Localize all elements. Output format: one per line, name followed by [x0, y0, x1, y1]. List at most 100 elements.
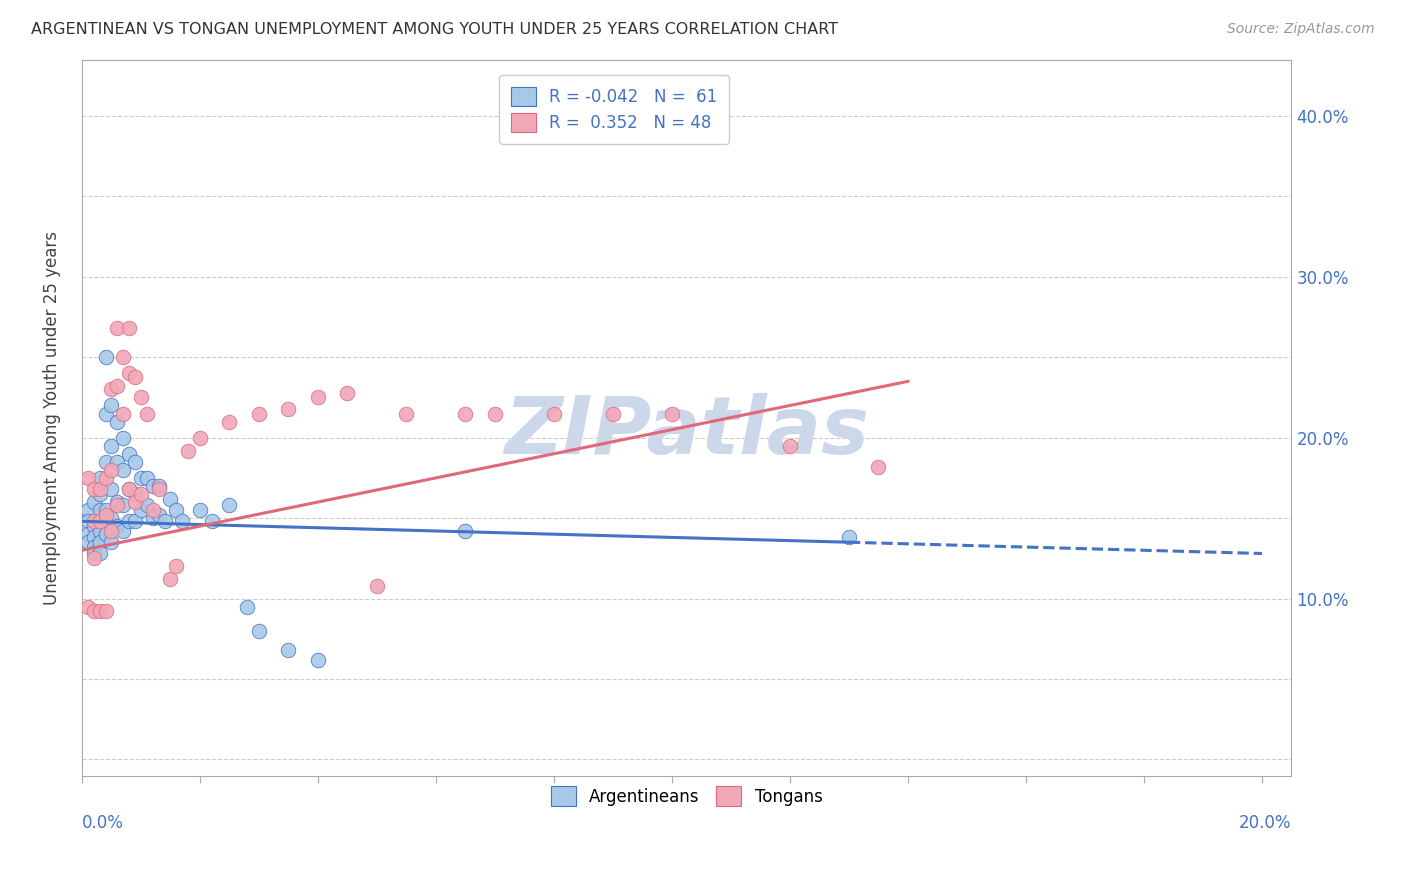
Point: [89, 514, 111, 528]
Point: [100, 383, 122, 397]
Point: [188, 431, 211, 445]
Point: [201, 514, 224, 528]
Legend: Argentineans, Tongans: Argentineans, Tongans: [538, 775, 834, 817]
Point: [118, 367, 141, 381]
Point: [218, 415, 240, 429]
Point: [112, 350, 135, 364]
Point: [165, 559, 187, 574]
Text: ZIPatlas: ZIPatlas: [505, 392, 869, 471]
Point: [159, 572, 181, 586]
Point: [89, 604, 111, 618]
Point: [76, 503, 98, 517]
Point: [142, 503, 165, 517]
Point: [602, 407, 624, 421]
Point: [94, 503, 117, 517]
Point: [129, 391, 152, 405]
Point: [172, 514, 194, 528]
Point: [661, 407, 683, 421]
Point: [83, 551, 105, 566]
Point: [236, 599, 259, 614]
Point: [165, 503, 187, 517]
Point: [83, 540, 105, 554]
Point: [100, 439, 122, 453]
Point: [148, 482, 170, 496]
Point: [89, 482, 111, 496]
Point: [135, 498, 157, 512]
Point: [94, 471, 117, 485]
Point: [83, 519, 105, 533]
Point: [868, 459, 890, 474]
Text: ARGENTINEAN VS TONGAN UNEMPLOYMENT AMONG YOUTH UNDER 25 YEARS CORRELATION CHART: ARGENTINEAN VS TONGAN UNEMPLOYMENT AMONG…: [31, 22, 838, 37]
Point: [76, 514, 98, 528]
Point: [124, 514, 146, 528]
Point: [76, 535, 98, 549]
Point: [218, 498, 240, 512]
Point: [94, 604, 117, 618]
Point: [112, 431, 135, 445]
Point: [83, 547, 105, 561]
Point: [105, 519, 128, 533]
Point: [142, 511, 165, 525]
Point: [135, 471, 157, 485]
Point: [129, 471, 152, 485]
Point: [105, 415, 128, 429]
Point: [100, 482, 122, 496]
Point: [105, 379, 128, 393]
Point: [129, 503, 152, 517]
Point: [89, 535, 111, 549]
Point: [779, 439, 801, 453]
Point: [100, 399, 122, 413]
Point: [76, 471, 98, 485]
Point: [100, 535, 122, 549]
Point: [454, 524, 477, 538]
Point: [105, 321, 128, 335]
Point: [89, 503, 111, 517]
Point: [307, 653, 329, 667]
Text: 20.0%: 20.0%: [1239, 814, 1292, 832]
Point: [395, 407, 418, 421]
Point: [83, 530, 105, 544]
Point: [112, 463, 135, 477]
Point: [118, 482, 141, 496]
Y-axis label: Unemployment Among Youth under 25 years: Unemployment Among Youth under 25 years: [44, 230, 60, 605]
Point: [83, 495, 105, 509]
Point: [838, 530, 860, 544]
Point: [124, 369, 146, 384]
Point: [112, 524, 135, 538]
Point: [112, 498, 135, 512]
Point: [89, 524, 111, 538]
Point: [83, 482, 105, 496]
Point: [112, 407, 135, 421]
Point: [94, 407, 117, 421]
Point: [105, 495, 128, 509]
Point: [247, 624, 270, 638]
Point: [366, 579, 388, 593]
Point: [454, 407, 477, 421]
Point: [543, 407, 565, 421]
Point: [83, 604, 105, 618]
Point: [105, 498, 128, 512]
Point: [307, 391, 329, 405]
Point: [124, 495, 146, 509]
Point: [129, 487, 152, 501]
Point: [247, 407, 270, 421]
Point: [177, 443, 200, 458]
Point: [148, 508, 170, 522]
Point: [94, 527, 117, 541]
Point: [124, 455, 146, 469]
Point: [94, 508, 117, 522]
Point: [277, 401, 299, 416]
Text: Source: ZipAtlas.com: Source: ZipAtlas.com: [1227, 22, 1375, 37]
Point: [484, 407, 506, 421]
Point: [118, 482, 141, 496]
Point: [118, 514, 141, 528]
Text: 0.0%: 0.0%: [82, 814, 124, 832]
Point: [105, 455, 128, 469]
Point: [94, 455, 117, 469]
Point: [100, 524, 122, 538]
Point: [148, 479, 170, 493]
Point: [135, 407, 157, 421]
Point: [76, 599, 98, 614]
Point: [76, 527, 98, 541]
Point: [188, 503, 211, 517]
